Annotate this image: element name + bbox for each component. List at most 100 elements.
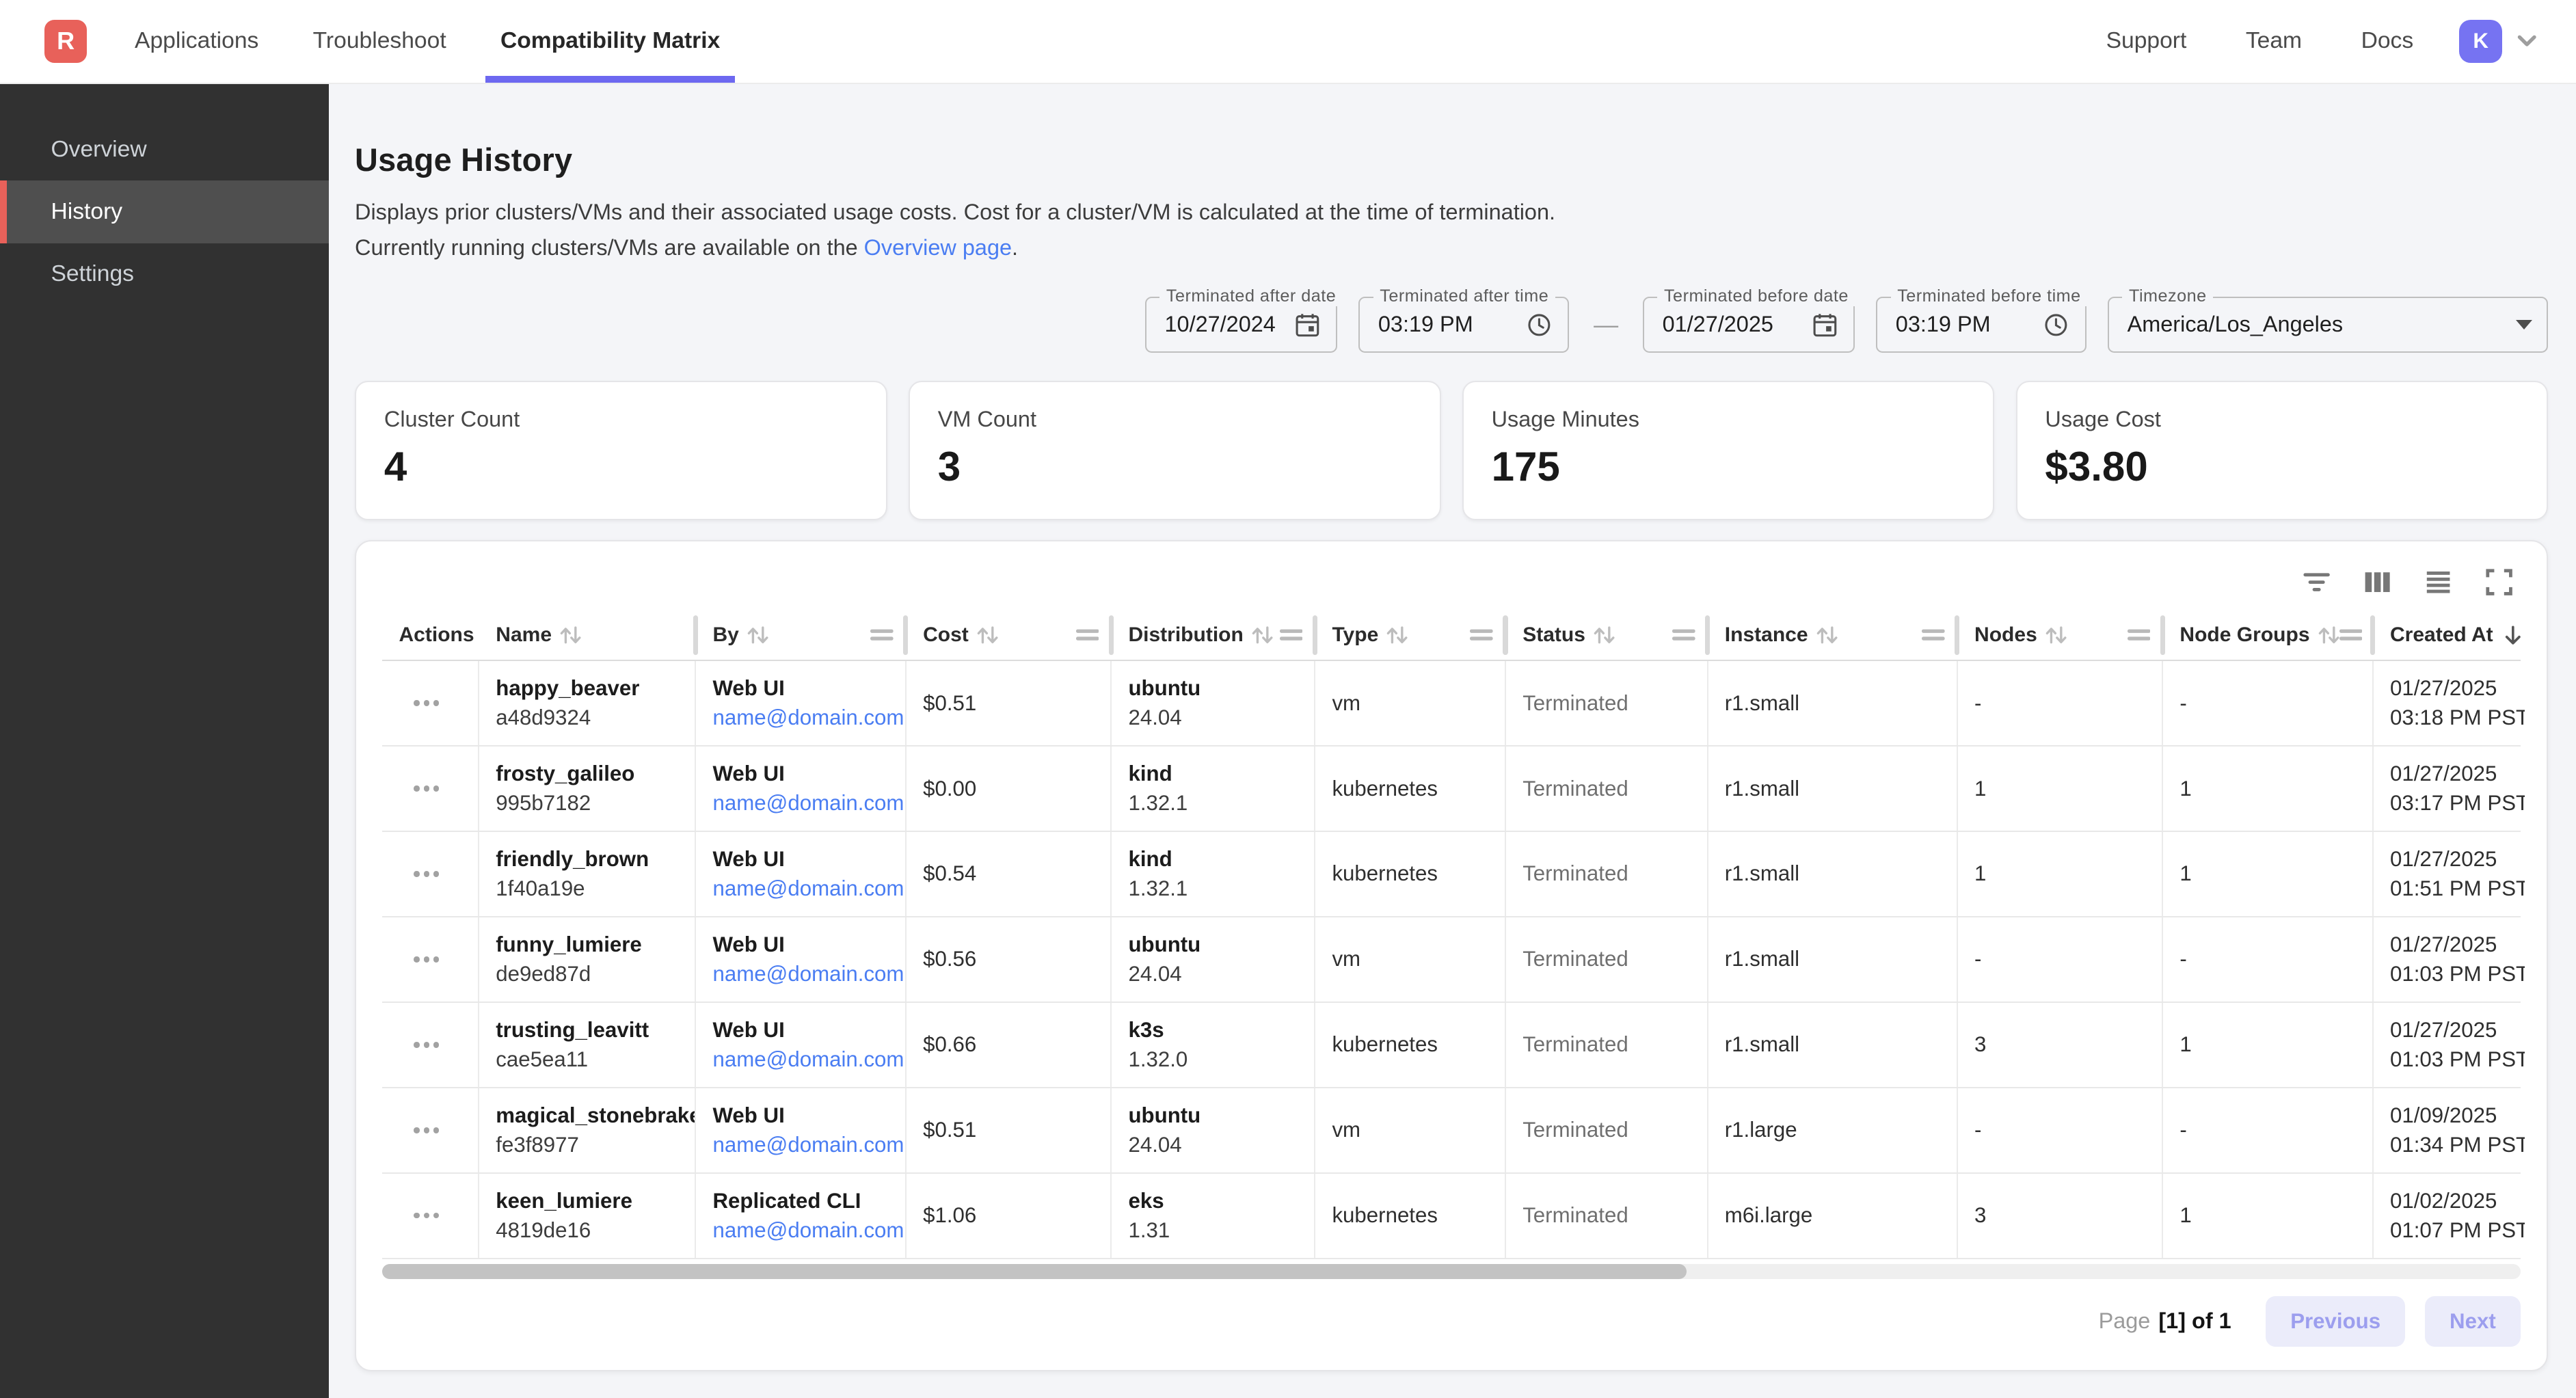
cell-cost: $0.00 — [907, 747, 1112, 831]
cluster-name: keen_lumiere — [496, 1188, 632, 1213]
user-email-link[interactable]: name@domain.com — [712, 705, 904, 730]
column-menu-icon[interactable] — [1922, 627, 1950, 643]
column-header-actions[interactable]: Actions — [382, 610, 479, 660]
terminated-after-time-field[interactable]: Terminated after time 03:19 PM — [1358, 286, 1570, 353]
support-link[interactable]: Support — [2106, 28, 2187, 54]
cell-type: kubernetes — [1315, 832, 1507, 916]
sort-icon[interactable] — [2045, 623, 2067, 647]
column-menu-icon[interactable] — [1470, 627, 1498, 643]
status-value: Terminated — [1522, 861, 1628, 886]
column-menu-icon[interactable] — [1279, 627, 1308, 643]
column-label: Created At — [2390, 623, 2493, 646]
row-actions-button[interactable] — [410, 1121, 442, 1140]
calendar-icon[interactable] — [1811, 311, 1839, 339]
stat-label: Cluster Count — [384, 406, 520, 431]
cell-node_groups: - — [2163, 917, 2374, 1002]
user-email-link[interactable]: name@domain.com — [712, 1132, 904, 1157]
sidebar-item-settings[interactable]: Settings — [51, 261, 134, 287]
column-menu-icon[interactable] — [2339, 627, 2367, 643]
fullscreen-icon[interactable] — [2484, 567, 2514, 597]
horizontal-scrollbar-thumb[interactable] — [382, 1263, 1687, 1279]
density-icon[interactable] — [2424, 567, 2453, 597]
calendar-icon[interactable] — [1293, 311, 1321, 339]
terminated-after-date-field[interactable]: Terminated after date 10/27/2024 — [1145, 286, 1343, 353]
stat-value: $3.80 — [2045, 444, 2148, 490]
row-actions-button[interactable] — [410, 1036, 442, 1055]
column-header-instance[interactable]: Instance — [1704, 610, 1958, 660]
tab-compatibility-matrix[interactable]: Compatibility Matrix — [485, 0, 735, 83]
distribution-name: kind — [1128, 846, 1172, 871]
distribution-name: kind — [1128, 761, 1172, 785]
column-menu-icon[interactable] — [1672, 627, 1700, 643]
cell-by: Web UI name@domain.com — [696, 1088, 907, 1172]
stat-card-cluster-count: Cluster Count 4 — [355, 380, 887, 520]
row-actions-button[interactable] — [410, 694, 442, 713]
user-email-link[interactable]: name@domain.com — [712, 1047, 904, 1071]
sidebar-item-history[interactable]: History — [0, 180, 329, 243]
user-email-link[interactable]: name@domain.com — [712, 791, 904, 816]
sort-icon[interactable] — [747, 623, 768, 647]
tab-troubleshoot[interactable]: Troubleshoot — [313, 0, 446, 83]
sort-desc-icon[interactable] — [2501, 623, 2525, 647]
clock-icon[interactable] — [2042, 311, 2070, 339]
user-email-link[interactable]: name@domain.com — [712, 876, 904, 901]
team-link[interactable]: Team — [2245, 28, 2303, 54]
sort-icon[interactable] — [1252, 623, 1273, 647]
horizontal-scrollbar[interactable] — [382, 1263, 2521, 1279]
column-header-created_at[interactable]: Created At — [2370, 610, 2525, 660]
column-header-nodes[interactable]: Nodes — [1955, 610, 2163, 660]
column-menu-icon[interactable] — [1075, 627, 1104, 643]
replicated-logo[interactable]: R — [44, 20, 88, 63]
row-actions-button[interactable] — [410, 950, 442, 969]
column-menu-icon[interactable] — [870, 627, 898, 643]
chevron-down-icon[interactable] — [2514, 28, 2540, 54]
sort-icon[interactable] — [1594, 623, 1615, 647]
column-header-node_groups[interactable]: Node Groups — [2160, 610, 2374, 660]
row-actions-button[interactable] — [410, 865, 442, 884]
column-header-cost[interactable]: Cost — [903, 610, 1112, 660]
column-header-name[interactable]: Name — [479, 610, 696, 660]
terminated-before-time-field[interactable]: Terminated before time 03:19 PM — [1876, 286, 2088, 353]
column-header-type[interactable]: Type — [1312, 610, 1506, 660]
caret-down-icon[interactable] — [2515, 319, 2532, 330]
docs-link[interactable]: Docs — [2361, 28, 2414, 54]
cluster-id: cae5ea11 — [496, 1047, 589, 1071]
cost-value: $0.56 — [923, 947, 977, 971]
row-actions-button[interactable] — [410, 1206, 442, 1225]
column-label: Cost — [923, 623, 969, 646]
primary-tabs: Applications Troubleshoot Compatibility Ma… — [135, 0, 735, 83]
sidebar-item-overview[interactable]: Overview — [51, 136, 147, 162]
column-header-distribution[interactable]: Distribution — [1108, 610, 1315, 660]
avatar[interactable]: K — [2459, 20, 2502, 63]
sort-icon[interactable] — [2318, 623, 2339, 647]
terminated-before-date-field[interactable]: Terminated before date 01/27/2025 — [1643, 286, 1855, 353]
sort-icon[interactable] — [560, 623, 581, 647]
cell-status: Terminated — [1506, 1173, 1708, 1258]
user-email-link[interactable]: name@domain.com — [712, 1218, 904, 1242]
clock-icon[interactable] — [1525, 311, 1553, 339]
sort-icon[interactable] — [977, 623, 998, 647]
previous-page-button[interactable]: Previous — [2266, 1295, 2406, 1347]
row-actions-button[interactable] — [410, 779, 442, 798]
type-value: vm — [1332, 947, 1361, 971]
overview-page-link[interactable]: Overview page — [863, 234, 1012, 260]
sort-icon[interactable] — [1816, 623, 1838, 647]
column-header-by[interactable]: By — [693, 610, 907, 660]
created-date: 01/27/2025 — [2390, 846, 2497, 871]
columns-icon[interactable] — [2363, 567, 2392, 597]
created-by: name@domain.com — [712, 1218, 904, 1243]
user-email-link[interactable]: name@domain.com — [712, 962, 904, 986]
column-menu-icon[interactable] — [2127, 627, 2156, 643]
page-title: Usage History — [355, 142, 573, 178]
status-value: Terminated — [1522, 947, 1628, 971]
tab-applications[interactable]: Applications — [135, 0, 258, 83]
column-header-status[interactable]: Status — [1503, 610, 1708, 660]
user-menu[interactable]: K — [2459, 20, 2540, 63]
distribution-version: 1.32.1 — [1128, 876, 1188, 901]
timezone-select[interactable]: Timezone America/Los_Angeles — [2108, 286, 2549, 353]
stat-value: 175 — [1491, 444, 1560, 490]
next-page-button[interactable]: Next — [2425, 1295, 2521, 1347]
cell-status: Terminated — [1506, 832, 1708, 916]
filter-icon[interactable] — [2302, 567, 2331, 597]
sort-icon[interactable] — [1386, 623, 1408, 647]
